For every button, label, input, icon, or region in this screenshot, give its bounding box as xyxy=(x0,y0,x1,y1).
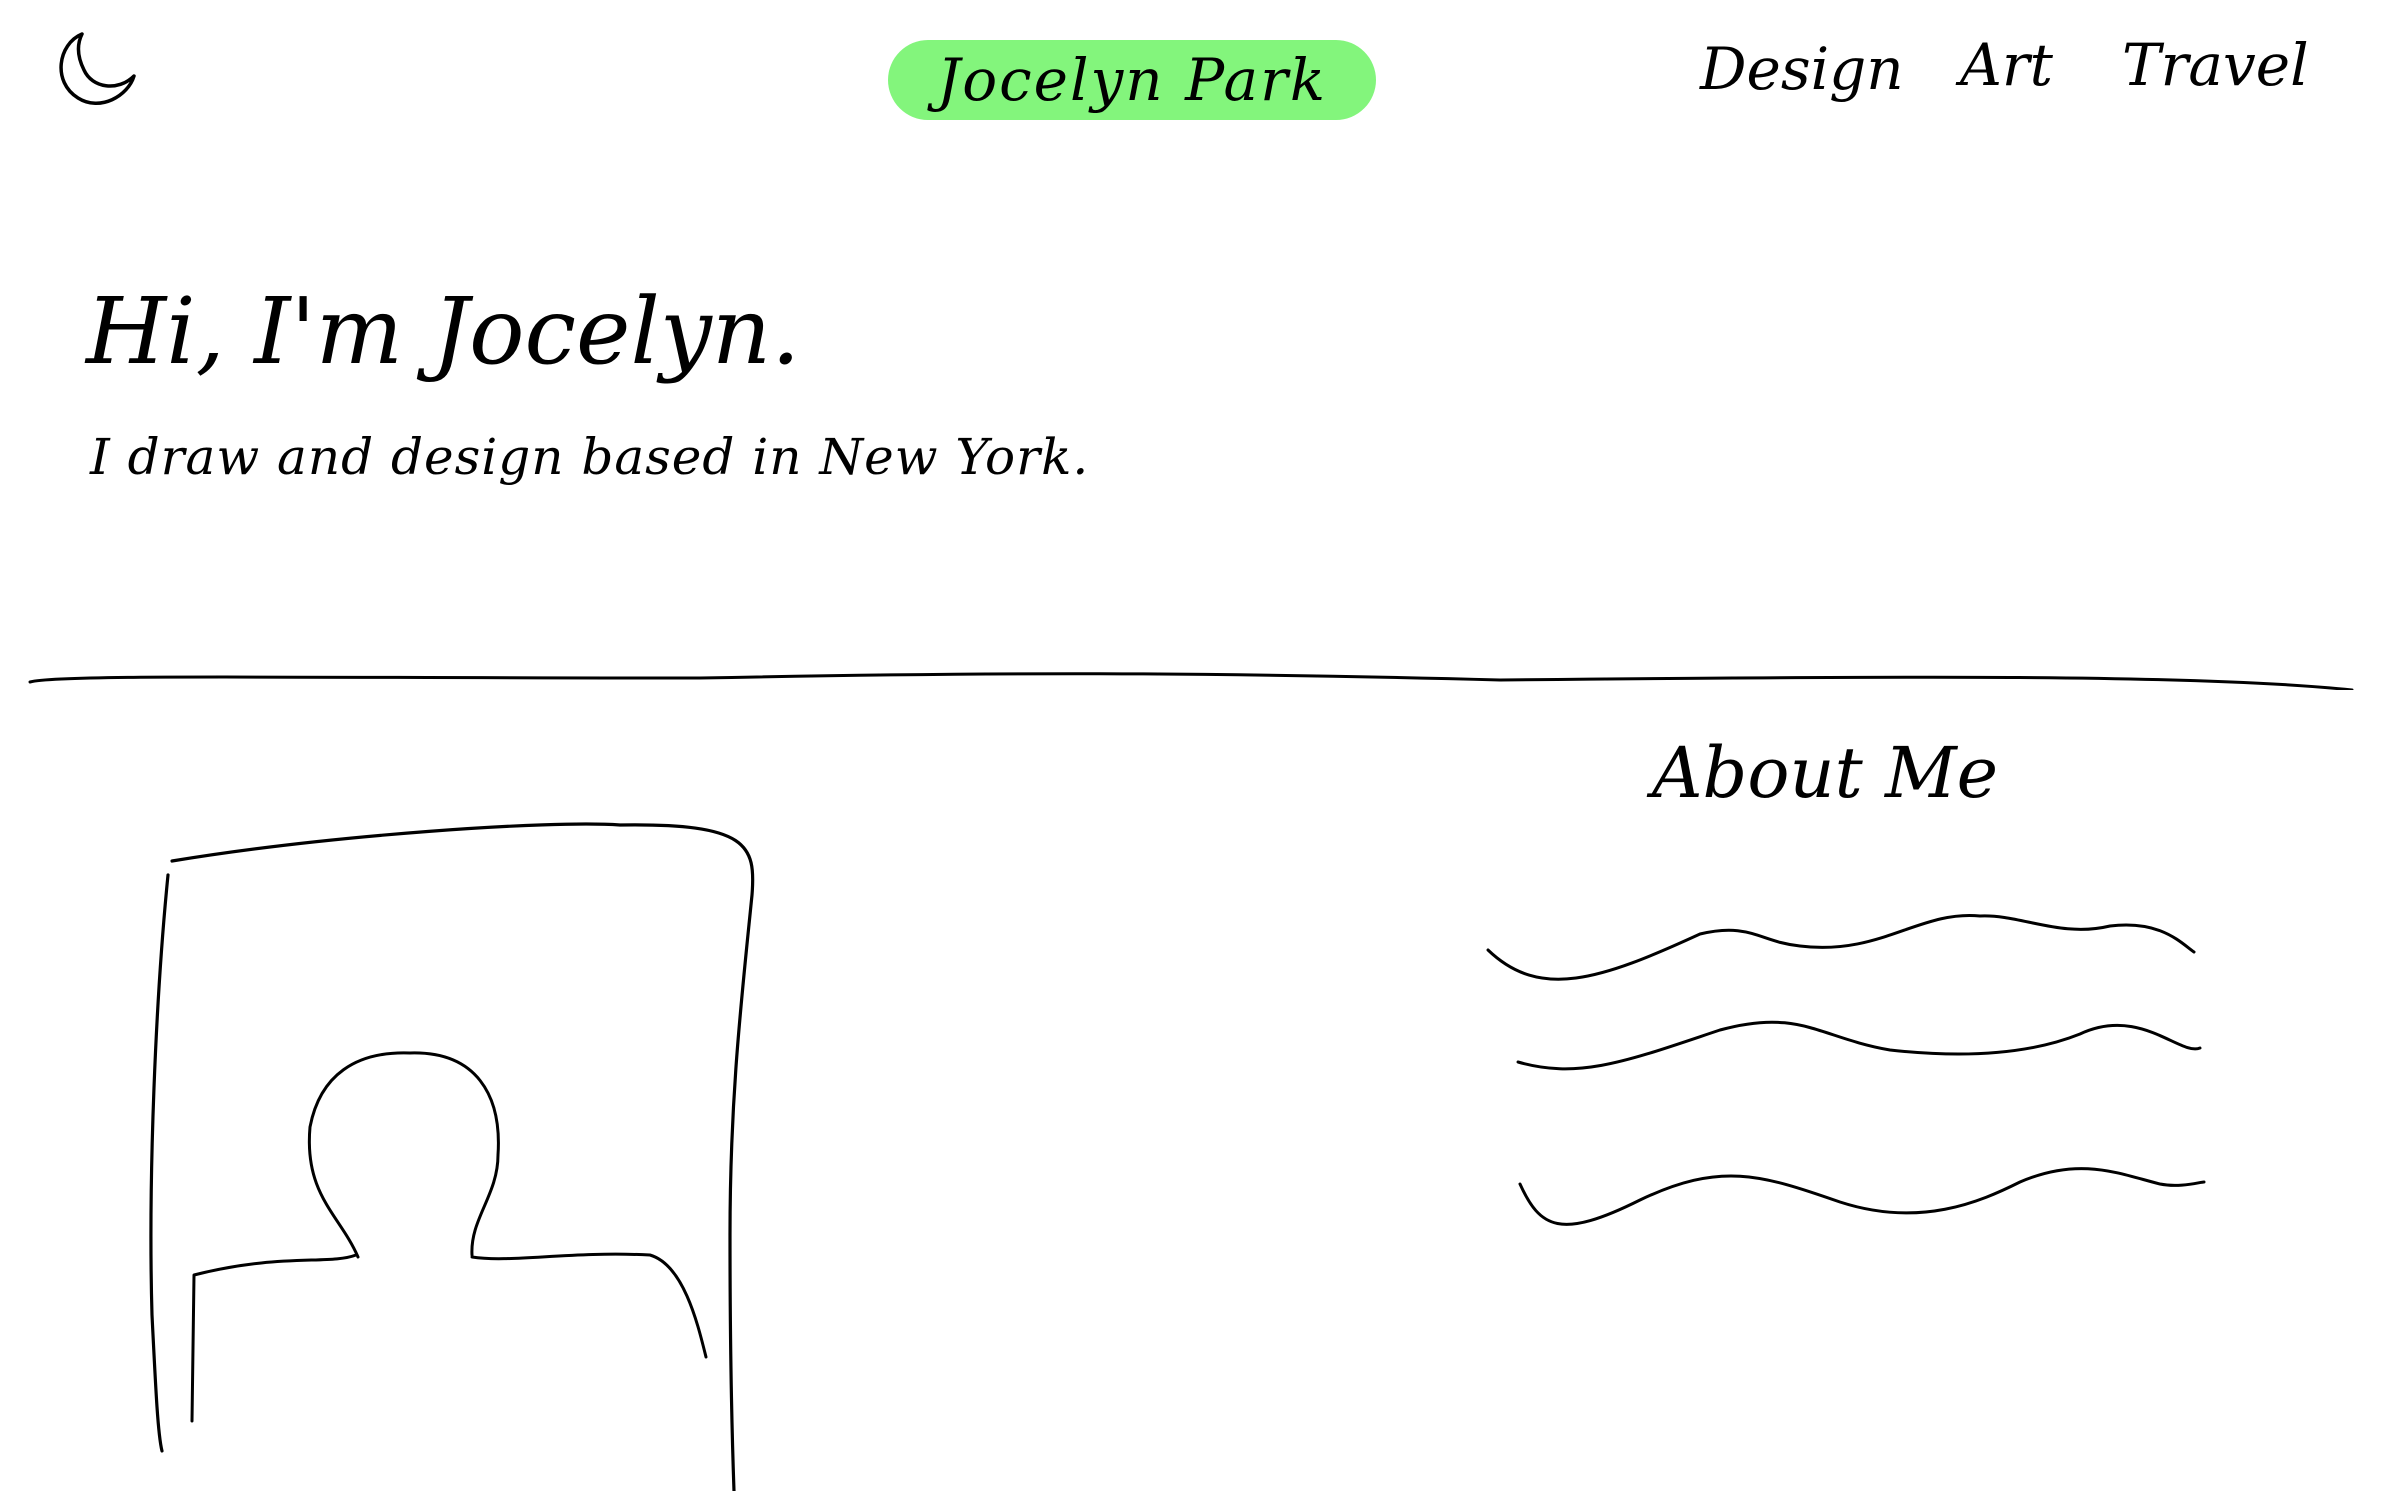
brand-logo-link[interactable]: Jocelyn Park xyxy=(888,40,1376,120)
person-silhouette-icon xyxy=(149,822,755,1493)
hero-heading: Hi, I'm Jocelyn. xyxy=(86,278,801,385)
nav-item-art[interactable]: Art xyxy=(1960,31,2053,99)
squiggle-text-icon xyxy=(1486,913,2206,1226)
hero-subheading: I draw and design based in New York. xyxy=(90,428,1090,486)
brand-name: Jocelyn Park xyxy=(937,46,1327,114)
about-text-placeholder xyxy=(1460,890,2240,1260)
moon-icon xyxy=(59,32,136,105)
section-divider xyxy=(0,650,2386,692)
about-heading: About Me xyxy=(1652,732,1999,814)
theme-toggle-button[interactable] xyxy=(48,22,144,118)
profile-photo-placeholder xyxy=(130,795,770,1493)
nav-item-travel[interactable]: Travel xyxy=(2122,31,2309,99)
nav-item-design[interactable]: Design xyxy=(1700,35,1904,103)
